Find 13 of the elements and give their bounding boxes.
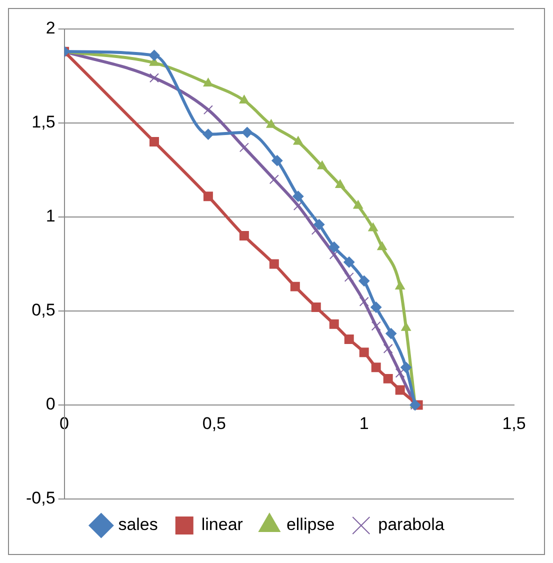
y-tick-label: 0,5 xyxy=(32,300,56,320)
legend-label: linear xyxy=(201,515,244,534)
legend-label: ellipse xyxy=(286,515,335,534)
y-tick-label: 1 xyxy=(46,206,56,226)
y-tick-label: 1,5 xyxy=(32,112,56,132)
legend-label: parabola xyxy=(378,515,445,534)
legend-label: sales xyxy=(118,515,158,534)
x-tick-label: 1 xyxy=(359,414,369,433)
x-tick-label: 0,5 xyxy=(202,414,226,433)
y-tick-label: -0,5 xyxy=(26,488,56,508)
y-tick-label: 0 xyxy=(46,394,56,414)
y-tick-label: 2 xyxy=(46,18,56,38)
x-tick-label: 1,5 xyxy=(502,414,526,433)
